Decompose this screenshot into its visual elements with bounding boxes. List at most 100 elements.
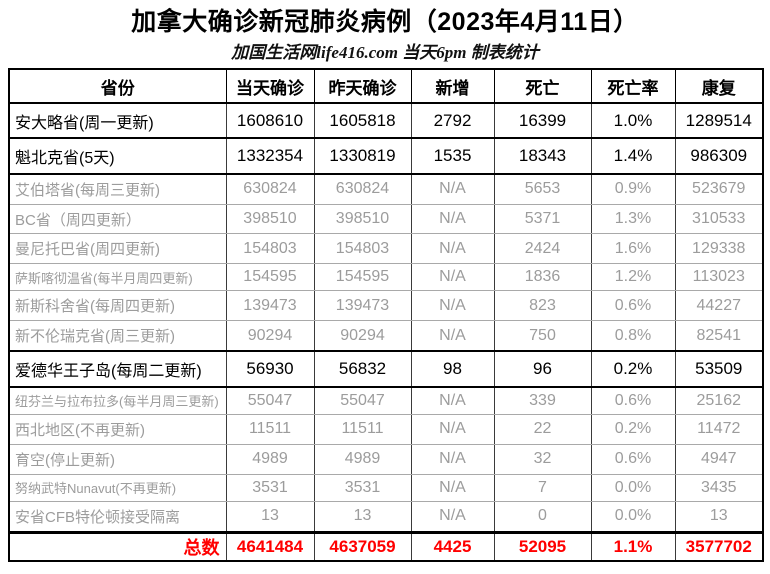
recovered-cell: 4947 xyxy=(674,443,764,475)
table-row: 纽芬兰与拉布拉多(每半月周三更新) 55047 55047 N/A 339 0.6% 251… xyxy=(8,386,764,415)
recovered-cell: 44227 xyxy=(674,290,764,322)
total-label: 总数 xyxy=(8,531,227,562)
deaths-cell: 96 xyxy=(493,350,592,388)
death-rate-cell: 0.6% xyxy=(590,386,676,415)
new-cases-cell: N/A xyxy=(410,413,495,445)
province-cell: 西北地区(不再更新) xyxy=(8,413,227,445)
death-rate-cell: 0.0% xyxy=(590,473,676,502)
today-confirmed-cell: 1608610 xyxy=(225,101,315,140)
total-recovered-cell: 3577702 xyxy=(674,531,764,562)
death-rate-cell: 0.9% xyxy=(590,173,676,205)
yesterday-confirmed-cell: 139473 xyxy=(313,290,412,322)
table-row: 爱德华王子岛(每周二更新) 56930 56832 98 96 0.2% 53509 xyxy=(8,350,764,388)
yesterday-confirmed-cell: 154595 xyxy=(313,263,412,292)
table-row: 安省CFB特伦顿接受隔离 13 13 N/A 0 0.0% 13 xyxy=(8,500,764,534)
province-cell: 努纳武特Nunavut(不再更新) xyxy=(8,473,227,502)
yesterday-confirmed-cell: 398510 xyxy=(313,203,412,235)
column-header-today: 当天确诊 xyxy=(225,68,315,104)
deaths-cell: 16399 xyxy=(493,101,592,140)
table-row: 艾伯塔省(每周三更新) 630824 630824 N/A 5653 0.9% 523679 xyxy=(8,173,764,205)
recovered-cell: 310533 xyxy=(674,203,764,235)
recovered-cell: 129338 xyxy=(674,233,764,265)
deaths-cell: 2424 xyxy=(493,233,592,265)
recovered-cell: 82541 xyxy=(674,320,764,352)
table-row: 萨斯喀彻温省(每半月周四更新) 154595 154595 N/A 1836 1.2% 11… xyxy=(8,263,764,292)
new-cases-cell: N/A xyxy=(410,500,495,534)
new-cases-cell: 2792 xyxy=(410,101,495,140)
today-confirmed-cell: 154595 xyxy=(225,263,315,292)
new-cases-cell: N/A xyxy=(410,203,495,235)
province-cell: 魁北克省(5天) xyxy=(8,137,227,175)
today-confirmed-cell: 4989 xyxy=(225,443,315,475)
yesterday-confirmed-cell: 55047 xyxy=(313,386,412,415)
today-confirmed-cell: 630824 xyxy=(225,173,315,205)
yesterday-confirmed-cell: 630824 xyxy=(313,173,412,205)
death-rate-cell: 1.6% xyxy=(590,233,676,265)
province-cell: 育空(停止更新) xyxy=(8,443,227,475)
header-row: 省份 当天确诊 昨天确诊 新增 死亡 死亡率 康复 xyxy=(8,68,764,104)
table-row: 努纳武特Nunavut(不再更新) 3531 3531 N/A 7 0.0% 3435 xyxy=(8,473,764,502)
new-cases-cell: N/A xyxy=(410,320,495,352)
new-cases-cell: N/A xyxy=(410,290,495,322)
total-death-rate-cell: 1.1% xyxy=(590,531,676,562)
deaths-cell: 823 xyxy=(493,290,592,322)
province-cell: 爱德华王子岛(每周二更新) xyxy=(8,350,227,388)
total-new-cases-cell: 4425 xyxy=(410,531,495,562)
deaths-cell: 750 xyxy=(493,320,592,352)
province-cell: 曼尼托巴省(周四更新) xyxy=(8,233,227,265)
death-rate-cell: 1.2% xyxy=(590,263,676,292)
yesterday-confirmed-cell: 1605818 xyxy=(313,101,412,140)
today-confirmed-cell: 90294 xyxy=(225,320,315,352)
total-row: 总数 4641484 4637059 4425 52095 1.1% 3577702 xyxy=(8,531,764,562)
table-row: 新不伦瑞克省(周三更新) 90294 90294 N/A 750 0.8% 82541 xyxy=(8,320,764,352)
table-row: 安大略省(周一更新) 1608610 1605818 2792 16399 1.0% 128… xyxy=(8,101,764,140)
recovered-cell: 3435 xyxy=(674,473,764,502)
new-cases-cell: N/A xyxy=(410,173,495,205)
yesterday-confirmed-cell: 90294 xyxy=(313,320,412,352)
new-cases-cell: 1535 xyxy=(410,137,495,175)
province-cell: 安省CFB特伦顿接受隔离 xyxy=(8,500,227,534)
column-header-death_rate: 死亡率 xyxy=(590,68,676,104)
recovered-cell: 986309 xyxy=(674,137,764,175)
today-confirmed-cell: 11511 xyxy=(225,413,315,445)
column-header-new: 新增 xyxy=(410,68,495,104)
yesterday-confirmed-cell: 4989 xyxy=(313,443,412,475)
deaths-cell: 18343 xyxy=(493,137,592,175)
recovered-cell: 25162 xyxy=(674,386,764,415)
death-rate-cell: 0.0% xyxy=(590,500,676,534)
column-header-province: 省份 xyxy=(8,68,227,104)
new-cases-cell: N/A xyxy=(410,386,495,415)
new-cases-cell: 98 xyxy=(410,350,495,388)
death-rate-cell: 1.3% xyxy=(590,203,676,235)
province-cell: 纽芬兰与拉布拉多(每半月周三更新) xyxy=(8,386,227,415)
death-rate-cell: 0.6% xyxy=(590,290,676,322)
today-confirmed-cell: 154803 xyxy=(225,233,315,265)
total-today-confirmed-cell: 4641484 xyxy=(225,531,315,562)
total-deaths-cell: 52095 xyxy=(493,531,592,562)
deaths-cell: 5371 xyxy=(493,203,592,235)
table-row: BC省（周四更新） 398510 398510 N/A 5371 1.3% 310533 xyxy=(8,203,764,235)
new-cases-cell: N/A xyxy=(410,443,495,475)
new-cases-cell: N/A xyxy=(410,263,495,292)
deaths-cell: 0 xyxy=(493,500,592,534)
deaths-cell: 5653 xyxy=(493,173,592,205)
yesterday-confirmed-cell: 11511 xyxy=(313,413,412,445)
today-confirmed-cell: 55047 xyxy=(225,386,315,415)
today-confirmed-cell: 398510 xyxy=(225,203,315,235)
death-rate-cell: 0.2% xyxy=(590,413,676,445)
death-rate-cell: 1.0% xyxy=(590,101,676,140)
death-rate-cell: 0.2% xyxy=(590,350,676,388)
table-row: 育空(停止更新) 4989 4989 N/A 32 0.6% 4947 xyxy=(8,443,764,475)
table-row: 西北地区(不再更新) 11511 11511 N/A 22 0.2% 11472 xyxy=(8,413,764,445)
yesterday-confirmed-cell: 154803 xyxy=(313,233,412,265)
page: 加拿大确诊新冠肺炎病例（2023年4月11日） 加国生活网life416.com… xyxy=(0,4,770,574)
today-confirmed-cell: 56930 xyxy=(225,350,315,388)
new-cases-cell: N/A xyxy=(410,473,495,502)
column-header-recovered: 康复 xyxy=(674,68,764,104)
yesterday-confirmed-cell: 1330819 xyxy=(313,137,412,175)
deaths-cell: 22 xyxy=(493,413,592,445)
today-confirmed-cell: 139473 xyxy=(225,290,315,322)
province-cell: 萨斯喀彻温省(每半月周四更新) xyxy=(8,263,227,292)
today-confirmed-cell: 13 xyxy=(225,500,315,534)
yesterday-confirmed-cell: 13 xyxy=(313,500,412,534)
